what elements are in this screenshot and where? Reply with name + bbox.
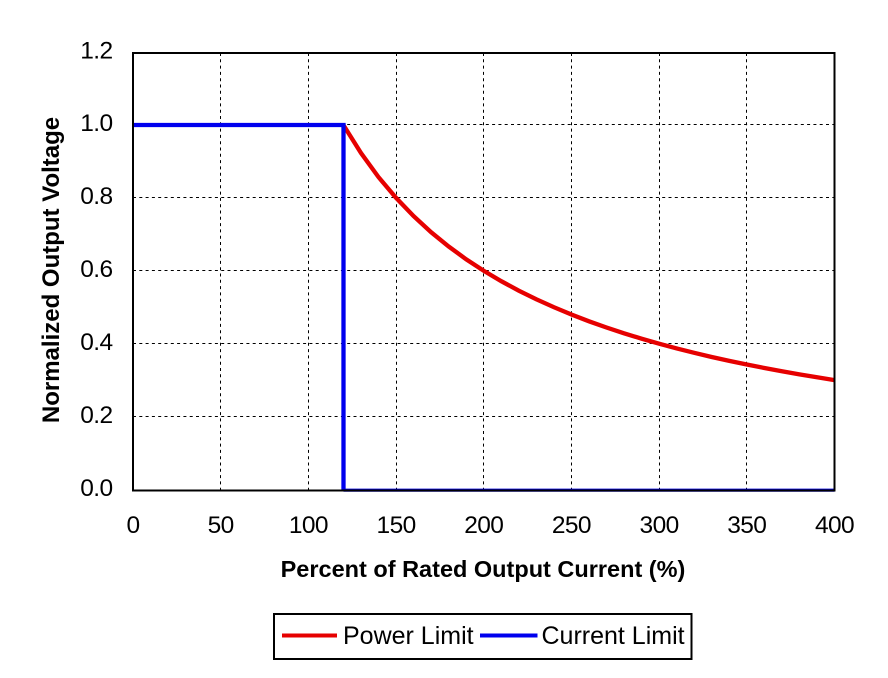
svg-text:0.6: 0.6 bbox=[80, 256, 112, 283]
svg-text:400: 400 bbox=[815, 512, 854, 539]
svg-text:50: 50 bbox=[208, 512, 234, 539]
svg-text:0.2: 0.2 bbox=[80, 402, 112, 429]
svg-text:1.2: 1.2 bbox=[80, 37, 112, 64]
svg-text:200: 200 bbox=[464, 512, 503, 539]
svg-text:0.0: 0.0 bbox=[80, 475, 112, 502]
svg-text:150: 150 bbox=[377, 512, 416, 539]
svg-text:0.4: 0.4 bbox=[80, 329, 112, 356]
svg-text:Power Limit: Power Limit bbox=[343, 622, 474, 650]
svg-text:0.8: 0.8 bbox=[80, 183, 112, 210]
svg-text:300: 300 bbox=[640, 512, 679, 539]
svg-text:1.0: 1.0 bbox=[80, 110, 112, 137]
svg-text:100: 100 bbox=[289, 512, 328, 539]
svg-text:Normalized Output Voltage: Normalized Output Voltage bbox=[38, 117, 65, 423]
svg-text:Percent of Rated Output Curren: Percent of Rated Output Current (%) bbox=[281, 556, 686, 582]
svg-text:250: 250 bbox=[552, 512, 591, 539]
svg-text:0: 0 bbox=[126, 512, 139, 539]
svg-text:350: 350 bbox=[727, 512, 766, 539]
svg-text:Current Limit: Current Limit bbox=[542, 622, 685, 650]
